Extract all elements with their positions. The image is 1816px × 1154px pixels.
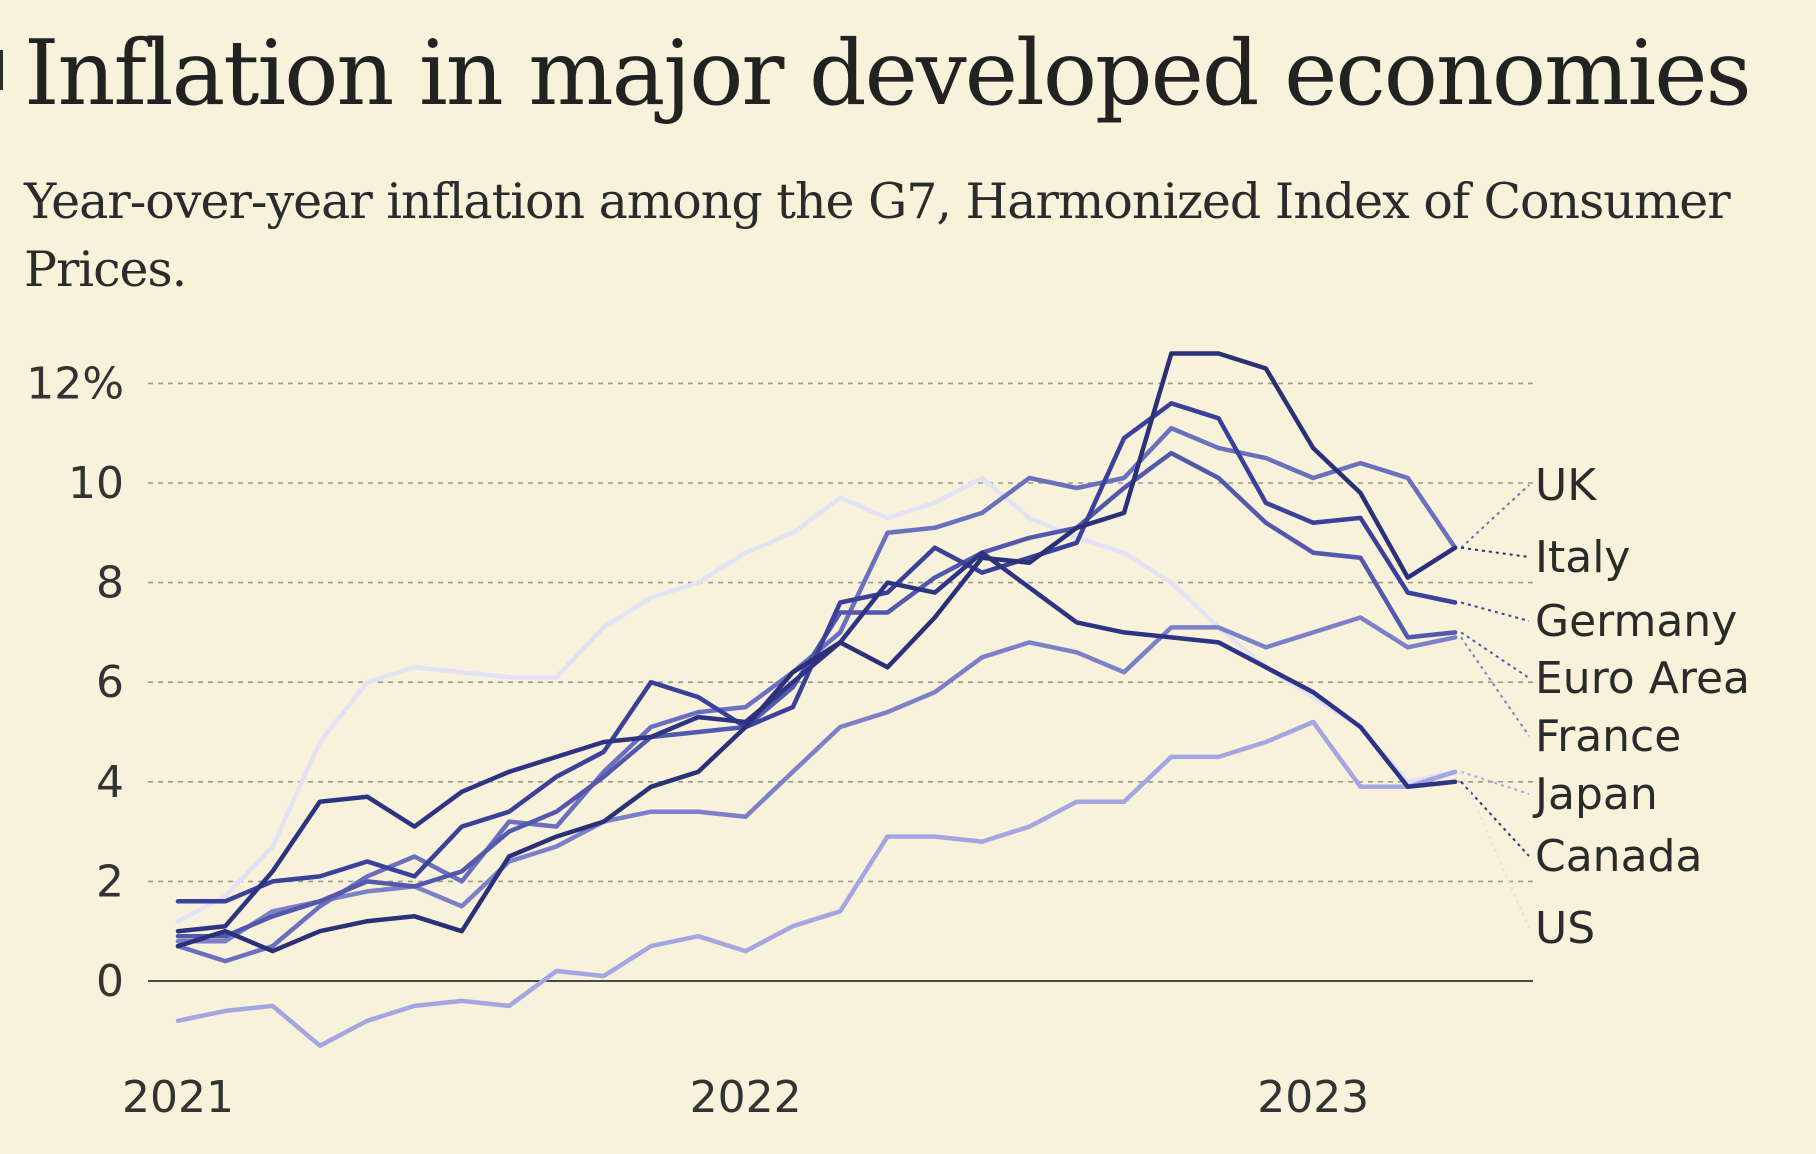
series-line-germany bbox=[175, 401, 1458, 904]
leader-line-italy bbox=[1460, 546, 1530, 558]
leader-line-us bbox=[1460, 771, 1530, 929]
x-tick-label: 2023 bbox=[1257, 1072, 1369, 1123]
series-line-us bbox=[175, 475, 1458, 924]
series-label-euro-area: Euro Area bbox=[1535, 653, 1750, 704]
y-tick-label: 12% bbox=[26, 358, 124, 409]
series-label-uk: UK bbox=[1535, 460, 1597, 511]
leader-line-uk bbox=[1460, 484, 1530, 549]
series-line-canada bbox=[175, 550, 1458, 934]
title-edge-mark bbox=[0, 50, 3, 90]
series-label-italy: Italy bbox=[1535, 532, 1630, 583]
series-line-france bbox=[175, 615, 1458, 944]
x-tick-label: 2021 bbox=[122, 1072, 234, 1123]
chart-subtitle: Year-over-year inflation among the G7, H… bbox=[24, 173, 1731, 298]
leader-line-france bbox=[1460, 636, 1530, 737]
leader-line-germany bbox=[1460, 601, 1530, 622]
series-label-canada: Canada bbox=[1535, 831, 1702, 882]
series-leaders bbox=[1460, 484, 1530, 929]
chart-title: Inflation in major developed economies bbox=[24, 21, 1752, 126]
leader-line-japan bbox=[1460, 770, 1530, 795]
series-label-france: France bbox=[1535, 711, 1681, 762]
x-tick-label: 2022 bbox=[690, 1072, 802, 1123]
series-line-japan bbox=[175, 719, 1458, 1048]
leader-line-euro-area bbox=[1460, 631, 1530, 679]
y-tick-label: 4 bbox=[96, 757, 124, 808]
leader-line-canada bbox=[1460, 781, 1530, 857]
series-label-us: US bbox=[1535, 903, 1595, 954]
y-tick-label: 10 bbox=[68, 458, 124, 509]
series-label-germany: Germany bbox=[1535, 596, 1737, 647]
y-axis: 12% 10 8 6 4 2 0 bbox=[26, 358, 124, 1007]
legend-labels: UK Italy Germany Euro Area France Japan Canada… bbox=[1532, 460, 1750, 954]
gridlines bbox=[148, 382, 1533, 982]
y-tick-label: 8 bbox=[96, 558, 124, 609]
y-tick-label: 0 bbox=[96, 956, 124, 1007]
series-label-japan: Japan bbox=[1532, 769, 1658, 820]
series-lines bbox=[175, 351, 1458, 1048]
y-tick-label: 2 bbox=[96, 856, 124, 907]
y-tick-label: 6 bbox=[96, 657, 124, 708]
series-line-italy bbox=[175, 351, 1458, 954]
x-axis: 2021 2022 2023 bbox=[122, 1072, 1369, 1123]
